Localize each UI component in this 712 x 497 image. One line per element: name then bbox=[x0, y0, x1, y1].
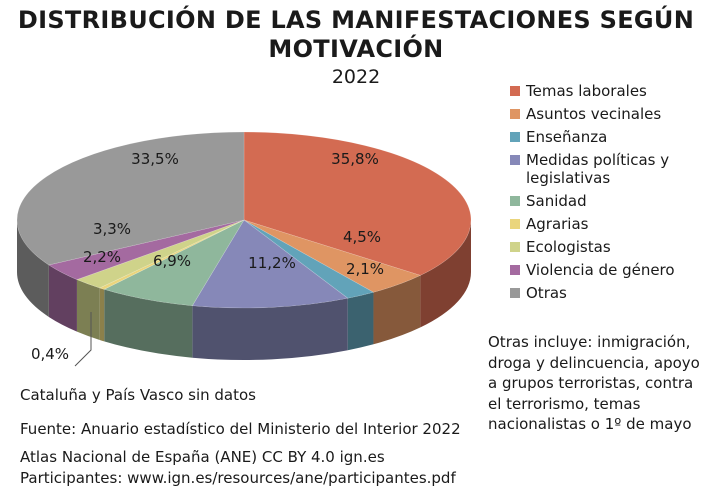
legend-swatch bbox=[510, 265, 520, 275]
pie-slice bbox=[243, 219, 375, 299]
legend-item: Temas laborales bbox=[510, 82, 710, 100]
legend-item: Asuntos vecinales bbox=[510, 105, 710, 123]
legend-swatch bbox=[510, 86, 520, 96]
pie-side-wall bbox=[48, 264, 77, 332]
legend-swatch bbox=[510, 242, 520, 252]
legend-label: Agrarias bbox=[526, 215, 589, 233]
legend-item: Agrarias bbox=[510, 215, 710, 233]
data-label: 6,9% bbox=[153, 252, 191, 270]
legend-item: Enseñanza bbox=[510, 128, 710, 146]
pie-slice bbox=[243, 131, 472, 276]
pie-slice bbox=[103, 219, 245, 307]
no-data-note: Cataluña y País Vasco sin datos bbox=[20, 386, 256, 404]
legend-item: Violencia de género bbox=[510, 261, 710, 279]
chart-title-line-2: MOTIVACIÓN bbox=[268, 35, 444, 63]
legend-swatch bbox=[510, 288, 520, 298]
data-label: 0,4% bbox=[31, 345, 69, 363]
source-text: Fuente: Anuario estadístico del Minister… bbox=[20, 420, 461, 438]
chart-title: DISTRIBUCIÓN DE LAS MANIFESTACIONES SEGÚ… bbox=[0, 6, 712, 64]
others-note: Otras incluye: inmigración, droga y deli… bbox=[488, 333, 700, 433]
legend-swatch bbox=[510, 196, 520, 206]
legend-swatch bbox=[510, 109, 520, 119]
legend-label: Sanidad bbox=[526, 192, 587, 210]
legend-label: Violencia de género bbox=[526, 261, 675, 279]
legend-label: Enseñanza bbox=[526, 128, 608, 146]
legend-item: Otras bbox=[510, 284, 710, 302]
pie-side-wall bbox=[420, 220, 471, 328]
legend-item: Ecologistas bbox=[510, 238, 710, 256]
pie-side-wall bbox=[76, 279, 100, 340]
legend: Temas laborales Asuntos vecinales Enseñanz… bbox=[510, 82, 710, 307]
legend-swatch bbox=[510, 219, 520, 229]
pie-slice bbox=[243, 219, 422, 293]
data-label: 4,5% bbox=[343, 228, 381, 246]
data-label: 2,2% bbox=[83, 248, 121, 266]
legend-swatch bbox=[510, 132, 520, 142]
pie-side-wall bbox=[373, 275, 421, 345]
data-label: 2,1% bbox=[346, 260, 384, 278]
legend-label: Ecologistas bbox=[526, 238, 611, 256]
pie-side-wall bbox=[192, 298, 348, 361]
legend-swatch bbox=[510, 155, 520, 165]
pie-slice bbox=[98, 219, 245, 290]
pie-side-wall bbox=[99, 287, 105, 342]
leader-line bbox=[74, 312, 92, 367]
legend-item: Medidas políticas y legislativas bbox=[510, 151, 710, 187]
chart-year: 2022 bbox=[331, 66, 381, 88]
pie-side-wall bbox=[104, 289, 193, 358]
pie-slice bbox=[191, 219, 349, 309]
pie-side-wall bbox=[17, 220, 49, 317]
legend-label: Asuntos vecinales bbox=[526, 105, 662, 123]
legend-label: Medidas políticas y legislativas bbox=[526, 151, 670, 187]
credit-text: Atlas Nacional de España (ANE) CC BY 4.0… bbox=[20, 448, 385, 466]
pie-slice bbox=[48, 219, 245, 280]
pie-side-wall bbox=[347, 292, 374, 351]
legend-label: Temas laborales bbox=[526, 82, 647, 100]
data-label: 3,3% bbox=[93, 220, 131, 238]
legend-item: Sanidad bbox=[510, 192, 710, 210]
data-label: 35,8% bbox=[331, 150, 379, 168]
pie-slice bbox=[16, 131, 245, 266]
chart-title-line-1: DISTRIBUCIÓN DE LAS MANIFESTACIONES SEGÚ… bbox=[17, 6, 695, 34]
data-label: 11,2% bbox=[248, 254, 296, 272]
data-label: 33,5% bbox=[131, 150, 179, 168]
legend-label: Otras bbox=[526, 284, 567, 302]
pie-slice bbox=[76, 219, 245, 289]
participants-text: Participantes: www.ign.es/resources/ane/… bbox=[20, 469, 456, 487]
